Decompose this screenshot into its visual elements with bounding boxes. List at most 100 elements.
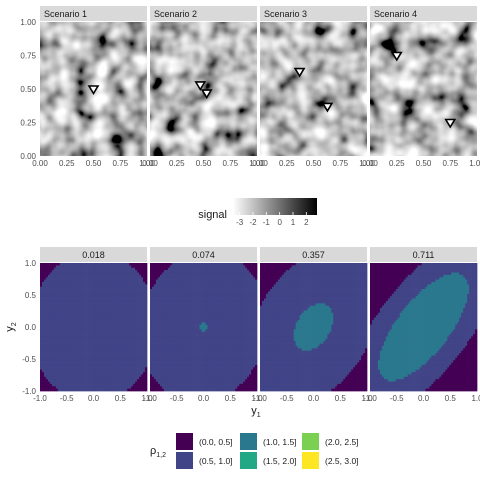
density-cell xyxy=(97,372,100,375)
density-cell xyxy=(157,367,161,371)
density-cell xyxy=(59,355,63,359)
density-cell xyxy=(155,284,159,288)
density-cell xyxy=(201,272,204,276)
density-cell xyxy=(195,331,198,335)
density-cell xyxy=(63,329,67,333)
density-cell xyxy=(89,343,92,347)
density-cell xyxy=(161,300,165,304)
density-cell xyxy=(95,362,98,366)
density-cell xyxy=(150,331,153,335)
density-cell xyxy=(199,341,202,344)
density-cell xyxy=(121,376,124,380)
density-cell xyxy=(213,274,216,278)
density-cell xyxy=(105,305,108,309)
density-cell xyxy=(95,367,98,371)
density-cell xyxy=(139,300,142,304)
density-cell xyxy=(65,298,69,302)
density-cell xyxy=(179,298,183,302)
density-cell xyxy=(40,329,43,333)
density-cell xyxy=(73,289,77,292)
density-cell xyxy=(79,331,82,335)
density-cell xyxy=(159,360,163,363)
density-cell xyxy=(49,270,53,273)
density-cell xyxy=(215,315,218,318)
density-cell xyxy=(201,303,204,307)
density-cell xyxy=(201,300,204,304)
density-cell xyxy=(169,381,173,385)
density-cell xyxy=(143,343,146,347)
density-cell xyxy=(41,348,45,352)
density-cell xyxy=(53,357,57,361)
density-cell xyxy=(121,272,124,276)
x-tick-label: -1.0 xyxy=(33,394,47,403)
density-cell xyxy=(133,281,136,285)
density-cell xyxy=(69,289,73,292)
density-cell xyxy=(113,272,116,276)
density-cell xyxy=(173,336,177,340)
density-cell xyxy=(101,360,104,363)
density-cell xyxy=(125,310,128,314)
density-cell xyxy=(167,265,171,269)
density-cell xyxy=(177,317,181,321)
density-cell xyxy=(81,341,84,344)
density-cell xyxy=(169,379,173,382)
density-cell xyxy=(207,374,210,378)
density-cell xyxy=(143,374,146,378)
density-cell xyxy=(65,265,69,269)
density-cell xyxy=(97,338,100,342)
density-cell xyxy=(69,308,73,311)
density-cell xyxy=(145,274,148,278)
density-cell xyxy=(113,293,116,297)
density-cell xyxy=(199,310,202,314)
density-cell xyxy=(49,383,53,387)
density-cell xyxy=(153,353,157,356)
density-cell xyxy=(219,300,222,304)
density-cell xyxy=(161,379,165,382)
density-cell xyxy=(105,381,108,385)
density-cell xyxy=(221,272,224,276)
density-cell xyxy=(61,343,65,347)
density-cell xyxy=(103,379,106,382)
density-cell xyxy=(195,341,198,344)
density-cell xyxy=(167,317,171,321)
density-cell xyxy=(193,281,196,285)
density-cell xyxy=(109,334,112,337)
density-cell xyxy=(169,322,173,325)
density-cell xyxy=(219,317,222,321)
density-cell xyxy=(185,279,188,283)
density-cell xyxy=(161,279,165,283)
density-cell xyxy=(217,331,220,335)
density-cell xyxy=(51,379,55,382)
density-cell xyxy=(69,369,73,373)
density-cell xyxy=(183,312,187,316)
density-cell xyxy=(159,383,163,387)
density-cell xyxy=(137,383,140,387)
density-cell xyxy=(79,381,82,385)
density-cell xyxy=(105,360,108,363)
density-cell xyxy=(217,343,220,347)
density-cell xyxy=(215,312,218,316)
density-cell xyxy=(209,289,212,292)
density-cell xyxy=(73,381,77,385)
density-cell xyxy=(131,372,134,375)
density-cell xyxy=(139,348,142,352)
density-cell xyxy=(183,334,187,337)
density-cell xyxy=(201,270,204,273)
density-cell xyxy=(133,383,136,387)
density-cell xyxy=(103,319,106,323)
density-cell xyxy=(63,376,67,380)
density-cell xyxy=(197,305,200,309)
density-cell xyxy=(75,319,78,323)
density-cell xyxy=(95,291,98,295)
density-cell xyxy=(179,296,183,299)
density-cell xyxy=(173,289,177,292)
density-cell xyxy=(113,274,116,278)
density-cell xyxy=(203,296,206,299)
density-cell xyxy=(215,345,218,349)
density-cell xyxy=(159,364,163,368)
density-cell xyxy=(109,362,112,366)
density-cell xyxy=(109,374,112,378)
density-cell xyxy=(185,308,188,311)
density-cell xyxy=(169,386,173,389)
density-cell xyxy=(113,336,116,340)
